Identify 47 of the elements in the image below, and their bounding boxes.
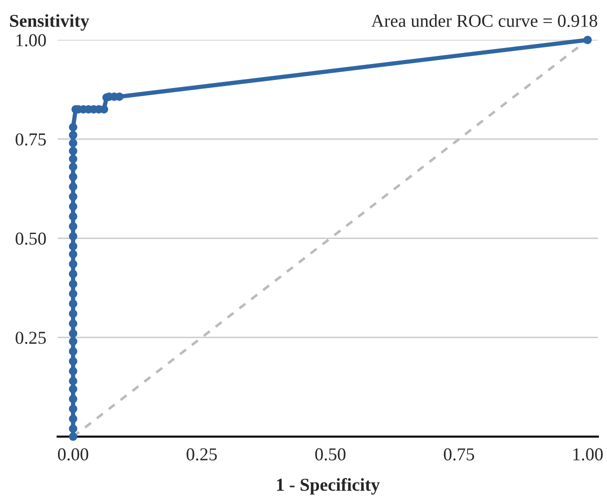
x-axis-title: 1 - Specificity — [277, 478, 380, 495]
point — [68, 384, 78, 394]
x-tick-label: 1.00 — [573, 448, 603, 461]
point — [68, 347, 78, 356]
point — [68, 242, 78, 250]
point — [68, 172, 78, 181]
x-tick-label: 0.25 — [186, 448, 217, 461]
point — [68, 130, 78, 140]
point — [68, 357, 78, 366]
point — [68, 270, 78, 278]
point — [68, 309, 78, 318]
point — [68, 162, 78, 172]
point — [68, 404, 78, 414]
point — [68, 300, 78, 308]
point — [68, 337, 78, 346]
point — [68, 192, 78, 201]
y-tick-label: 0.25 — [16, 332, 46, 344]
x-tick-label: 0.75 — [444, 448, 474, 461]
y-tick-label: 0.75 — [16, 133, 46, 146]
point — [68, 146, 78, 156]
point — [68, 222, 78, 231]
point — [68, 202, 78, 211]
x-tick-label: 0.50 — [315, 448, 346, 461]
point — [68, 250, 78, 258]
point — [68, 376, 78, 386]
point — [68, 432, 78, 441]
point — [68, 260, 78, 268]
point — [583, 36, 592, 44]
point — [68, 182, 78, 191]
point — [68, 424, 78, 433]
point — [68, 319, 78, 328]
point — [68, 280, 78, 288]
text: Area under ROC curve = 0.918 — [371, 14, 598, 28]
point — [68, 123, 78, 132]
point — [68, 290, 78, 298]
point — [68, 232, 78, 240]
point — [68, 394, 78, 404]
point — [68, 154, 78, 164]
chart-title: Sensitivity — [10, 14, 90, 31]
y-tick-label: 1.00 — [16, 34, 46, 46]
y-tick-label: 0.50 — [16, 232, 46, 245]
x-tick-label: 0.00 — [58, 448, 88, 461]
point — [68, 367, 78, 376]
point — [68, 212, 78, 221]
point — [68, 414, 78, 423]
point — [68, 138, 78, 148]
point — [68, 329, 78, 338]
